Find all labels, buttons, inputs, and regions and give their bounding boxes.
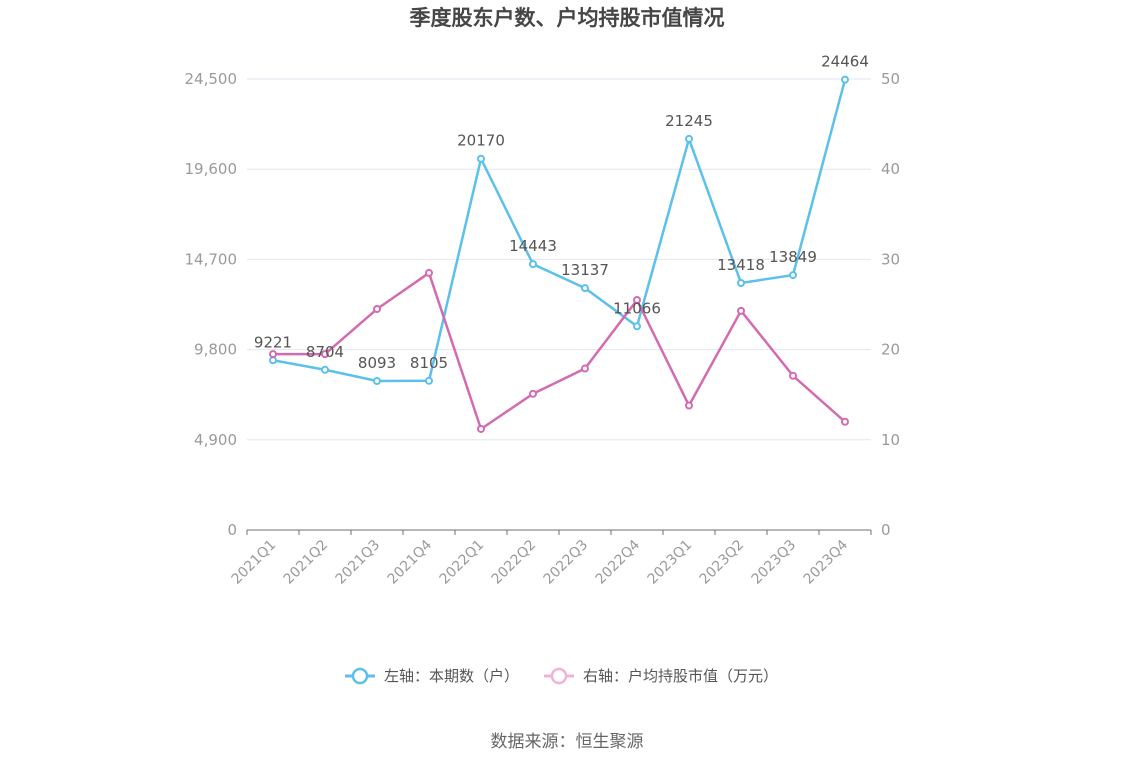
series-2-point[interactable]	[633, 295, 641, 304]
right-axis-tick-label: 50	[881, 70, 900, 88]
data-label: 8105	[410, 354, 448, 372]
data-label: 20170	[457, 132, 505, 150]
series-1-point[interactable]	[737, 278, 745, 287]
series-layer	[269, 75, 849, 433]
series-1-point[interactable]	[841, 75, 849, 84]
grid-lines	[247, 78, 871, 441]
series-1-point[interactable]	[321, 365, 329, 374]
x-axis-tick-label: 2021Q3	[333, 537, 384, 588]
x-axis-tick-label: 2023Q2	[697, 537, 748, 588]
x-axis-tick-label: 2022Q2	[489, 537, 540, 588]
legend[interactable]: 左轴：本期数（户） 右轴：户均持股市值（万元）	[345, 667, 778, 685]
series-1-point[interactable]	[529, 260, 537, 269]
series-2-point[interactable]	[373, 305, 381, 314]
chart-title: 季度股东户数、户均持股市值情况	[410, 6, 725, 30]
data-label: 24464	[821, 53, 869, 71]
series-2-point[interactable]	[425, 268, 433, 277]
series-1-point[interactable]	[789, 271, 797, 280]
legend-item-1[interactable]: 左轴：本期数（户）	[345, 667, 519, 685]
right-axis-tick-label: 10	[881, 431, 900, 449]
left-axis-tick-label: 14,700	[185, 250, 238, 268]
right-axis-tick-label: 40	[881, 160, 900, 178]
series-2-point[interactable]	[269, 350, 277, 359]
left-axis-tick-label: 0	[227, 521, 237, 539]
data-label: 8704	[306, 343, 344, 361]
series-2-point[interactable]	[737, 306, 745, 315]
series-1-point[interactable]	[425, 376, 433, 385]
left-axis-tick-label: 4,900	[194, 431, 237, 449]
series-line-1	[272, 79, 847, 383]
legend-marker-icon	[550, 667, 568, 685]
x-axis-tick-label: 2021Q2	[281, 537, 332, 588]
legend-label: 左轴：本期数（户）	[384, 667, 519, 685]
series-2-point[interactable]	[477, 424, 485, 433]
series-2-point[interactable]	[321, 350, 329, 359]
data-label: 13137	[561, 261, 609, 279]
series-line-2	[273, 271, 846, 431]
data-label: 9221	[254, 333, 292, 351]
x-axis-tick-label: 2023Q3	[749, 537, 800, 588]
x-axis-tick-label: 2022Q1	[437, 537, 488, 588]
series-1-point[interactable]	[269, 356, 277, 365]
series-1-point[interactable]	[477, 154, 485, 163]
x-axis-tick-label: 2023Q1	[645, 537, 696, 588]
legend-item-2[interactable]: 右轴：户均持股市值（万元）	[544, 667, 778, 685]
series-2-point[interactable]	[789, 371, 797, 380]
data-label: 21245	[665, 112, 713, 130]
right-axis-tick-label: 20	[881, 341, 900, 359]
series-1-point[interactable]	[373, 377, 381, 386]
right-axis-tick-label: 30	[881, 250, 900, 268]
data-label: 13418	[717, 256, 765, 274]
data-label: 14443	[509, 237, 557, 255]
right-axis-tick-label: 0	[881, 521, 891, 539]
x-axis-tick-label: 2021Q1	[229, 537, 280, 588]
x-axis-tick-label: 2021Q4	[385, 537, 436, 588]
legend-label: 右轴：户均持股市值（万元）	[583, 667, 778, 685]
x-axis-tick-label: 2022Q4	[593, 537, 644, 588]
x-axis-tick-label: 2022Q3	[541, 537, 592, 588]
series-2-point[interactable]	[685, 401, 693, 410]
legend-marker-icon	[351, 667, 369, 685]
series-1-point[interactable]	[581, 284, 589, 293]
series-1-point[interactable]	[633, 322, 641, 331]
series-2-point[interactable]	[581, 364, 589, 373]
data-label: 11066	[613, 299, 661, 317]
left-axis-tick-label: 24,500	[185, 70, 238, 88]
left-axis-tick-label: 9,800	[194, 341, 237, 359]
source-note: 数据来源：恒生聚源	[491, 732, 644, 752]
axes: 0 4,900 9,800 14,700 19,600 24,500 0 10 20 30 40 50…	[185, 70, 901, 588]
left-axis-tick-label: 19,600	[185, 160, 238, 178]
series-2-point[interactable]	[529, 389, 537, 398]
x-axis-tick-label: 2023Q4	[801, 537, 852, 588]
series-2-point[interactable]	[841, 417, 849, 426]
data-label: 13849	[769, 248, 817, 266]
data-label: 8093	[358, 354, 396, 372]
series-1-point[interactable]	[685, 134, 693, 143]
